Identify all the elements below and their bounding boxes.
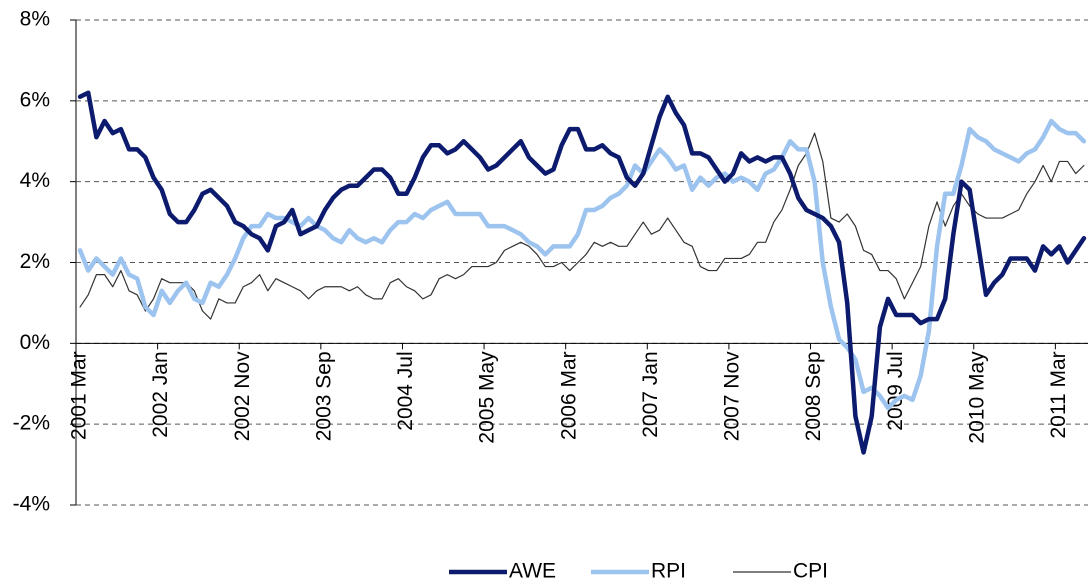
legend-label: AWE — [509, 560, 556, 583]
x-tick-label: 2005 May — [476, 351, 499, 444]
y-tick-label: 0% — [20, 331, 50, 354]
y-tick-label: -2% — [13, 412, 50, 435]
x-tick-label: 2007 Nov — [721, 351, 744, 441]
x-tick-label: 2011 Mar — [1047, 351, 1070, 438]
x-tick-label: 2010 May — [965, 351, 988, 444]
legend-label: CPI — [793, 560, 828, 583]
x-tick-label: 2002 Jan — [149, 351, 172, 437]
y-tick-label: 8% — [20, 8, 50, 31]
x-tick-label: 2004 Jul — [394, 351, 417, 430]
series-line — [79, 132, 1085, 320]
y-tick-label: 2% — [20, 250, 50, 273]
legend-label: RPI — [651, 560, 686, 583]
y-tick-label: 4% — [20, 169, 50, 192]
x-tick-label: 2008 Sep — [802, 351, 825, 441]
x-tick-label: 2002 Nov — [231, 351, 254, 441]
x-tick-label: 2009 Jul — [884, 351, 907, 430]
y-tick-label: 6% — [20, 88, 50, 111]
x-tick-label: 2007 Jan — [639, 351, 662, 437]
x-tick-label: 2006 Mar — [557, 351, 580, 440]
x-tick-label: 2001 Mar — [68, 351, 91, 440]
series-line — [77, 90, 1087, 455]
x-tick-label: 2003 Sep — [312, 351, 335, 441]
y-tick-label: -4% — [13, 493, 50, 516]
